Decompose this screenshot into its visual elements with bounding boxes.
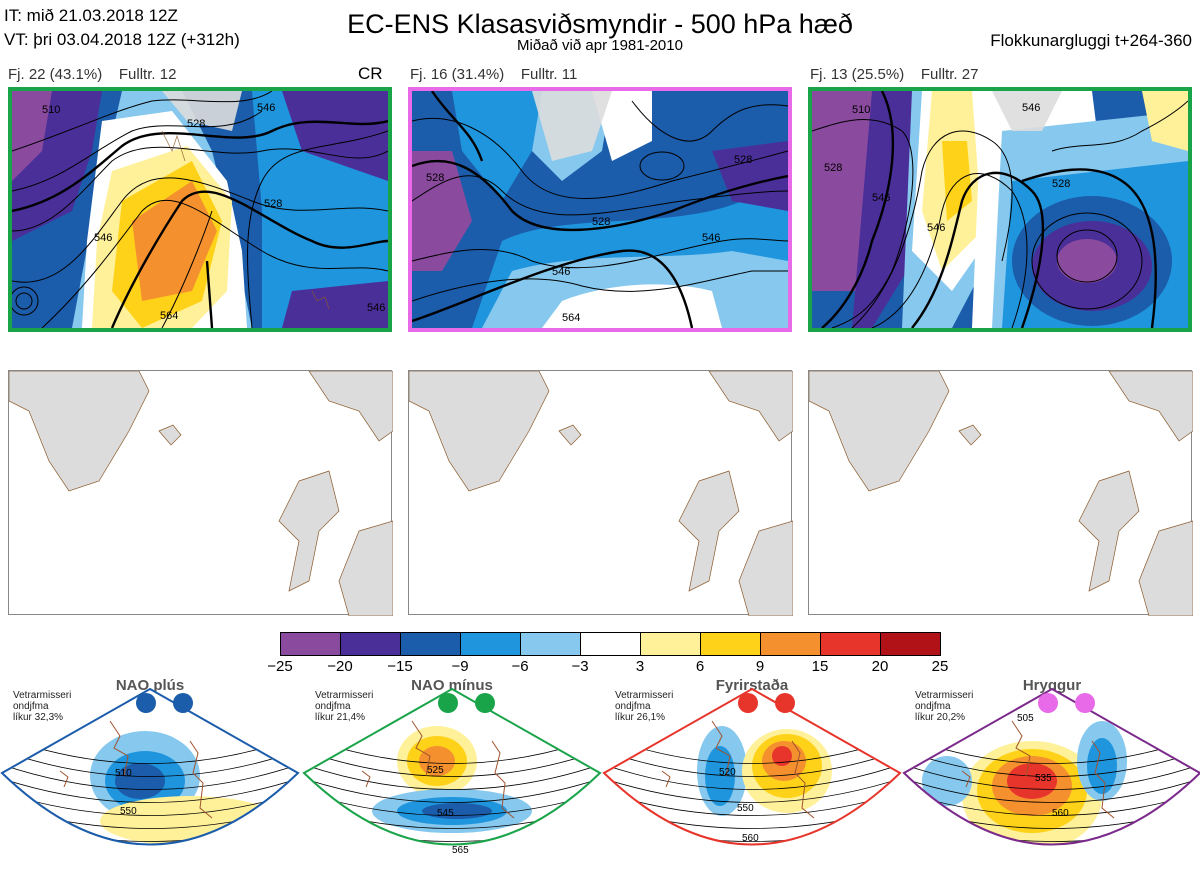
contour-label: 528 — [734, 154, 752, 166]
regime-map: 510 550 — [0, 687, 300, 846]
colorbar-cell — [400, 632, 461, 656]
page-subtitle: Miðað við apr 1981-2010 — [517, 37, 683, 54]
contour-label: 546 — [1022, 102, 1040, 114]
regime-title: Fyrirstaða — [715, 677, 789, 694]
regime-marker-dot — [173, 693, 193, 713]
regime-marker-dot — [136, 693, 156, 713]
regime-contour-label: 565 — [452, 845, 469, 856]
contour-label: 546 — [367, 302, 385, 314]
regime-contour-label: 550 — [120, 806, 137, 817]
regime-contour-label: 550 — [737, 803, 754, 814]
contour-label: 528 — [1052, 178, 1070, 190]
contour-label: 510 — [852, 104, 870, 116]
contour-label: 546 — [872, 192, 890, 204]
regime-contour-label: 560 — [742, 833, 759, 844]
contour-label: 546 — [257, 102, 275, 114]
colorbar-tick-label: −25 — [267, 658, 293, 675]
basemap-3 — [808, 370, 1194, 617]
colorbar-tick-label: −3 — [571, 658, 589, 675]
panel-1-members: Fulltr. 12 — [118, 66, 177, 83]
panel-3-cluster: Fj. 13 (25.5%) — [810, 66, 905, 83]
cluster-map-1: 510 528 528 546 546 564 546 — [8, 87, 392, 332]
regime-title: NAO mínus — [411, 677, 493, 694]
colorbar-tick-label: 6 — [695, 658, 705, 675]
regime-probability: Vetrarmisseri ondjfma líkur 21,4% — [315, 690, 374, 723]
regime-probability: Vetrarmisseri ondjfma líkur 26,1% — [615, 690, 674, 723]
contour-label: 528 — [187, 118, 205, 130]
colorbar-cell — [340, 632, 401, 656]
regime-map: 525 545 565 — [302, 687, 602, 856]
regime-title: Hryggur — [1022, 677, 1082, 694]
colorbar-tick-label: −9 — [451, 658, 469, 675]
colorbar-tick-label: −20 — [327, 658, 353, 675]
regime-contour-label: 560 — [1052, 808, 1069, 819]
panel-3-members: Fulltr. 27 — [920, 66, 979, 83]
page-title: EC-ENS Klasasviðsmyndir - 500 hPa hæð — [347, 9, 853, 39]
regime-probability: Vetrarmisseri ondjfma líkur 20,2% — [915, 690, 974, 723]
regime-title: NAO plús — [115, 677, 185, 694]
colorbar-tick-label: 3 — [635, 658, 645, 675]
regime-contour-label: 545 — [437, 808, 454, 819]
basemap-2 — [408, 370, 794, 617]
colorbar-tick-label: −15 — [387, 658, 413, 675]
regime-contour-label: 525 — [427, 765, 444, 776]
contour-label: 546 — [927, 222, 945, 234]
cluster-map-3: 510 528 528 546 546 546 — [808, 87, 1192, 332]
panel-1-tag: CR — [358, 64, 383, 83]
regime-map: 520 550 560 — [602, 687, 902, 846]
contour-label: 564 — [160, 310, 178, 322]
regime-marker-dot — [1038, 693, 1058, 713]
contour-label: 528 — [824, 162, 842, 174]
contour-label: 528 — [426, 172, 444, 184]
panel-2-label: Fj. 16 (31.4%) Fulltr. 11 — [410, 66, 577, 83]
regime-contour-label: 505 — [1017, 713, 1034, 724]
regime-marker-dot — [475, 693, 495, 713]
colorbar-cell — [640, 632, 701, 656]
regime-contour-label: 535 — [1035, 773, 1052, 784]
classification-window: Flokkunargluggi t+264-360 — [990, 31, 1192, 50]
contour-label: 528 — [592, 216, 610, 228]
colorbar-cell — [460, 632, 521, 656]
regime-marker-dot — [1075, 693, 1095, 713]
colorbar-cell — [580, 632, 641, 656]
regime-marker-dot — [438, 693, 458, 713]
panel-3-label: Fj. 13 (25.5%) Fulltr. 27 — [810, 66, 978, 83]
contour-label: 528 — [264, 198, 282, 210]
colorbar-cell — [520, 632, 581, 656]
regime-probability: Vetrarmisseri ondjfma líkur 32,3% — [13, 690, 72, 723]
colorbar-tick-label: −6 — [511, 658, 529, 675]
contour-label: 546 — [702, 232, 720, 244]
contour-label: 546 — [552, 266, 570, 278]
regime-marker-dot — [775, 693, 795, 713]
contour-label: 546 — [94, 232, 112, 244]
colorbar-tick-label: 20 — [871, 658, 889, 675]
run-info: IT: mið 21.03.2018 12Z VT: þri 03.04.201… — [4, 4, 240, 52]
panel-1-cluster: Fj. 22 (43.1%) — [8, 66, 103, 83]
contour-label: 564 — [562, 312, 580, 324]
colorbar-cell — [820, 632, 881, 656]
colorbar-tick-label: 15 — [811, 658, 829, 675]
panel-1-label: Fj. 22 (43.1%) Fulltr. 12 — [8, 66, 176, 83]
regime-marker-dot — [738, 693, 758, 713]
panel-2-cluster: Fj. 16 (31.4%) — [410, 66, 505, 83]
colorbar-cell — [700, 632, 761, 656]
colorbar-tick-label: 25 — [931, 658, 949, 675]
regime-contour-label: 520 — [719, 767, 736, 778]
regime-contour-label: 510 — [115, 768, 132, 779]
cluster-map-2: 528 528 528 546 546 564 — [408, 87, 792, 332]
valid-time: VT: þri 03.04.2018 12Z (+312h) — [4, 30, 240, 49]
contour-label: 510 — [42, 104, 60, 116]
colorbar-cell — [760, 632, 821, 656]
colorbar-cell — [880, 632, 941, 656]
panel-2-members: Fulltr. 11 — [520, 66, 578, 83]
colorbar-cell — [280, 632, 341, 656]
initial-time: IT: mið 21.03.2018 12Z — [4, 6, 178, 25]
regime-map: 505 535 560 — [902, 687, 1200, 846]
basemap-1 — [8, 370, 394, 617]
colorbar-tick-label: 9 — [755, 658, 765, 675]
